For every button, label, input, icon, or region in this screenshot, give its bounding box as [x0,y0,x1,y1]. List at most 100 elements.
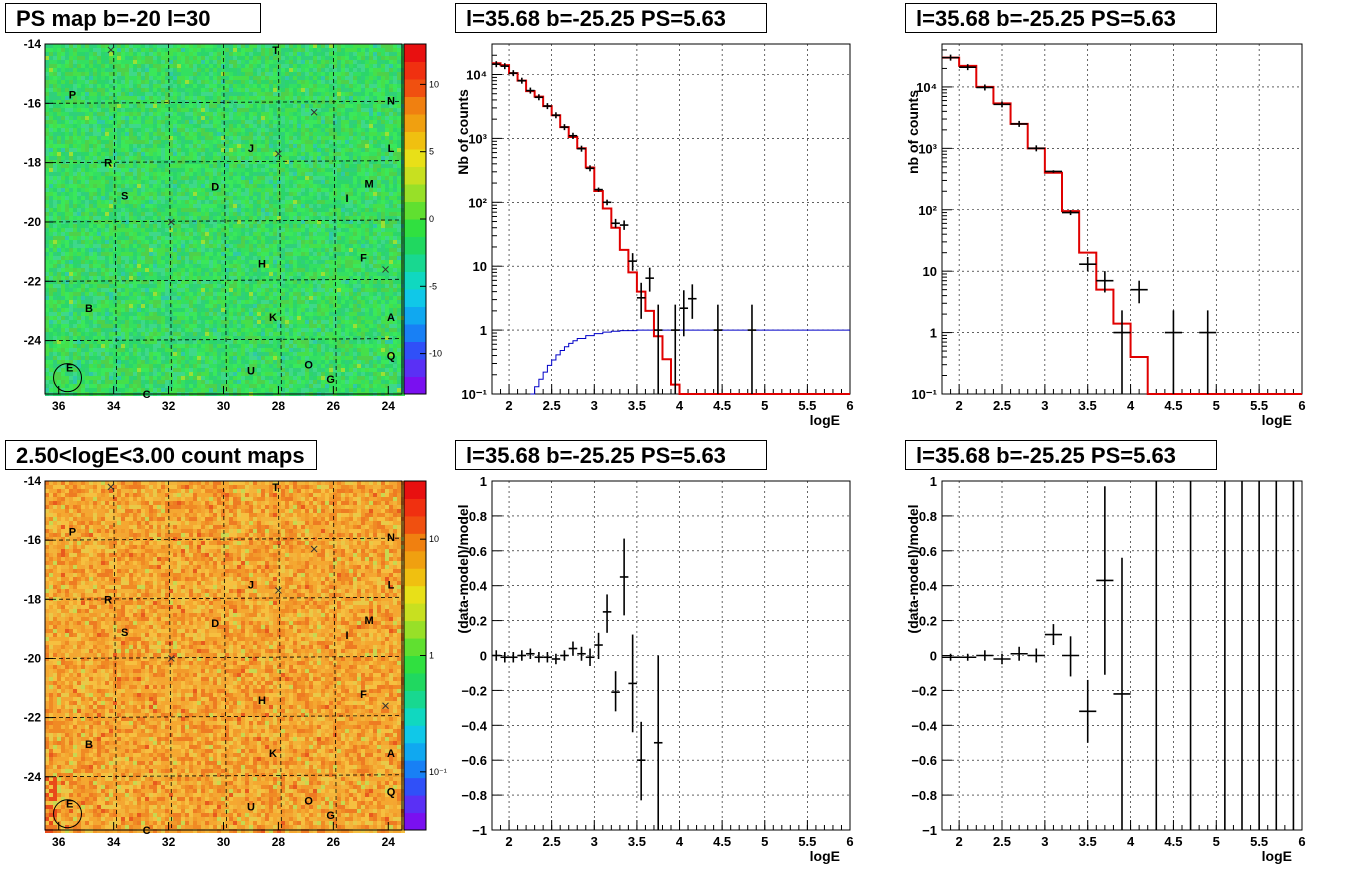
ps-map-cell [85,148,89,152]
ps-map-cell [245,140,249,144]
ps-map-cell [257,88,261,92]
ps-map-cell [129,156,133,160]
ps-map-cell [201,388,205,392]
ps-map-cell [217,324,221,328]
ps-map-cell [101,272,105,276]
ps-map-cell [105,48,109,52]
ps-map-cell [205,104,209,108]
ps-map-cell [61,284,65,288]
ps-map-cell [81,340,85,344]
ps-map-cell [49,256,53,260]
ps-map-cell [125,248,129,252]
ps-map-cell [161,276,165,280]
ps-map-cell [201,56,205,60]
ps-map-cell [117,272,121,276]
ps-map-cell [101,192,105,196]
ps-map-cell [57,380,61,384]
ps-map-cell [233,388,237,392]
ps-map-cell [157,140,161,144]
ps-map-cell [93,120,97,124]
ps-map-cell [165,204,169,208]
ps-map-cell [105,256,109,260]
ps-map-cell [197,360,201,364]
ps-map-cell [201,76,205,80]
ps-map-cell [249,256,253,260]
ps-map-cell [137,312,141,316]
ps-map-cell [109,348,113,352]
ps-map-cell [57,360,61,364]
ps-map-cell [89,224,93,228]
ps-map-cell [209,104,213,108]
ps-map-cell [261,300,265,304]
ps-map-cell [45,64,49,68]
ps-map-cell [257,136,261,140]
ps-map-cell [161,152,165,156]
ps-map-cell [241,348,245,352]
ps-map-cell [101,384,105,388]
ps-map-cell [165,56,169,60]
ps-map-cell [129,48,133,52]
ps-map-cell [69,128,73,132]
ps-map-cell [257,176,261,180]
ps-map-cell [185,324,189,328]
ps-map-cell [109,256,113,260]
ps-map-cell [73,360,77,364]
ps-map-cell [201,248,205,252]
ps-map-cell [249,360,253,364]
ps-map-cell [141,168,145,172]
ps-map-cell [181,204,185,208]
ps-map-cell [85,224,89,228]
ps-map-cell [249,228,253,232]
ps-map-cell [133,272,137,276]
ps-map-cell [121,324,125,328]
ps-map-cell [249,144,253,148]
ps-map-cell [57,368,61,372]
ps-map-cell [113,80,117,84]
ps-map-cell [109,388,113,392]
ps-map-cell [265,364,269,368]
ps-map-cell [113,208,117,212]
ps-map-cell [105,268,109,272]
ps-map-cell [77,388,81,392]
ps-map-cell [45,312,49,316]
ps-map-cell [201,152,205,156]
ps-map-cell [125,240,129,244]
ps-map-cell [61,160,65,164]
ps-map-cell [237,84,241,88]
ps-map-cell [217,288,221,292]
ps-map-cell [257,52,261,56]
ps-map-cell [241,248,245,252]
ps-map-cell [253,324,257,328]
ps-map-cell [257,64,261,68]
ps-map-cell [193,252,197,256]
ps-map-cell [117,344,121,348]
ps-map-cell [173,88,177,92]
ps-map-cell [73,264,77,268]
ps-map-cell [85,328,89,332]
ps-map-cell [269,228,273,232]
ps-map-cell [101,96,105,100]
ps-map-cell [169,60,173,64]
ps-map-cell [161,120,165,124]
ps-map-cell [149,344,153,348]
ps-map-cell [261,48,265,52]
ps-map-cell [173,272,177,276]
ps-map-cell [233,192,237,196]
ps-map-cell [133,312,137,316]
ps-map-cell [53,248,57,252]
ps-map-cell [185,328,189,332]
ps-map-cell [145,52,149,56]
ps-map-cell [249,304,253,308]
ps-map-cell [213,124,217,128]
ps-map-cell [81,208,85,212]
ps-map-cell [121,264,125,268]
ps-map-cell [129,256,133,260]
ps-map-cell [137,44,141,48]
ps-map-cell [121,376,125,380]
ps-map-cell [217,284,221,288]
ps-map-cell [213,140,217,144]
ps-map-cell [229,44,233,48]
ps-map-cell [213,388,217,392]
ps-map-cell [61,288,65,292]
ps-map-cell [241,124,245,128]
